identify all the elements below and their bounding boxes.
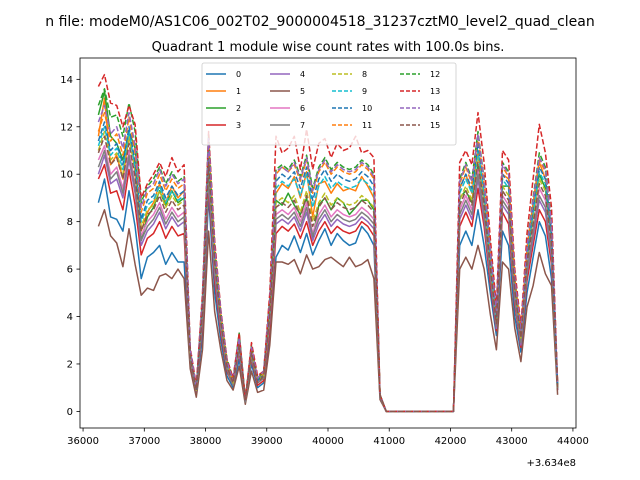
legend-label-14: 14 [430,104,440,113]
legend-label-0: 0 [236,70,241,79]
legend-box [201,62,457,146]
legend-label-4: 4 [300,70,305,79]
y-tick-label: 12 [60,122,73,133]
x-tick-label: 40000 [312,436,344,447]
y-tick-label: 4 [67,312,73,323]
x-axis: 36000 37000 38000 39000 40000 41000 42000 43000… [67,428,589,447]
y-tick-label: 2 [67,359,73,370]
legend-label-10: 10 [362,104,372,113]
series-line-15 [97,135,559,413]
y-tick-label: 14 [60,75,73,86]
series-line-0 [97,178,559,413]
legend-label-3: 3 [236,121,241,130]
x-tick-label: 38000 [190,436,222,447]
series-line-8 [97,130,559,413]
legend-label-8: 8 [362,70,367,79]
legend-label-11: 11 [362,121,372,130]
legend-label-1: 1 [236,87,241,96]
series-line-3 [97,163,559,413]
series-line-14 [97,104,559,413]
x-tick-label: 44000 [557,436,589,447]
legend-label-2: 2 [236,104,241,113]
x-axis-offset-label: +3.634e8 [526,458,576,469]
y-tick-label: 10 [60,170,73,181]
legend-label-5: 5 [300,87,305,96]
y-tick-label: 6 [67,265,73,276]
x-tick-label: 39000 [251,436,283,447]
plot-area [79,57,577,429]
x-tick-label: 36000 [67,436,99,447]
y-axis: 0 2 4 6 8 10 12 14 [60,75,80,418]
series-line-9 [97,126,559,413]
x-tick-label: 37000 [128,436,160,447]
legend-label-15: 15 [430,121,440,130]
legend-label-13: 13 [430,87,440,96]
series-line-7 [97,149,559,413]
legend-label-9: 9 [362,87,367,96]
y-tick-label: 0 [67,407,73,418]
series-line-5 [97,209,559,413]
chart-title: Quadrant 1 module wise count rates with … [152,40,505,55]
x-tick-label: 42000 [435,436,467,447]
x-tick-label: 43000 [496,436,528,447]
legend-label-6: 6 [300,104,305,113]
legend-label-12: 12 [430,70,440,79]
x-tick-label: 41000 [373,436,405,447]
figure-suptitle: n file: modeM0/AS1C06_002T02_9000004518_… [45,14,594,30]
legend-label-7: 7 [300,121,305,130]
y-tick-label: 8 [67,217,73,228]
series-line-13 [97,73,559,413]
